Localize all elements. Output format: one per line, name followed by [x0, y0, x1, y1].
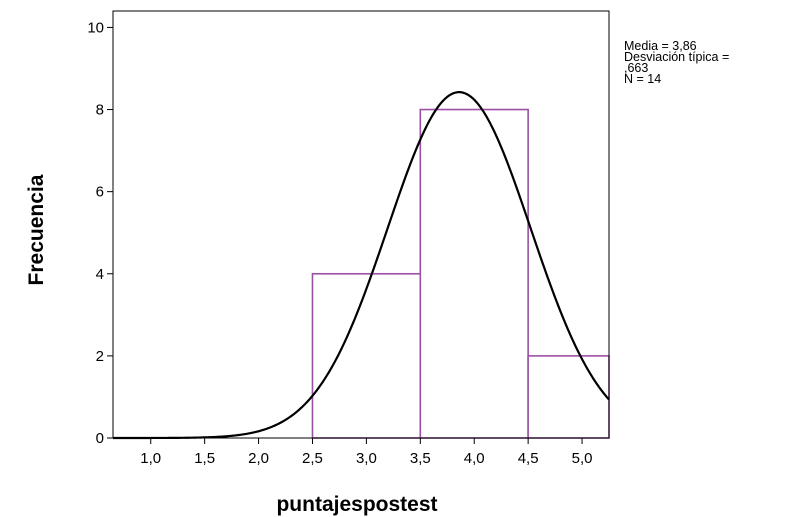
histogram-bar-1	[419, 108, 529, 439]
x-tick-label-7: 4,5	[518, 450, 539, 467]
x-tick-label-1: 1,5	[194, 450, 215, 467]
statistics-legend: Media = 3,86 Desviación típica = ,663 N …	[624, 39, 730, 86]
x-tick-label-6: 4,0	[464, 450, 485, 467]
histogram-bar-0	[311, 272, 422, 439]
y-tick-label-4: 8	[96, 102, 104, 119]
y-tick-label-2: 4	[96, 266, 104, 283]
x-tick-label-3: 2,5	[302, 450, 323, 467]
x-tick-label-0: 1,0	[140, 450, 161, 467]
x-tick-label-8: 5,0	[572, 450, 593, 467]
x-tick-label-5: 3,5	[410, 450, 431, 467]
stat-sd-value: ,663	[624, 61, 649, 75]
y-tick-label-5: 10	[87, 19, 104, 36]
histogram-bars	[311, 108, 610, 439]
y-tick-label-3: 6	[96, 184, 104, 201]
x-axis: 1,0 1,5 2,0 2,5 3,0 3,5 4,0 4,5 5,0	[140, 438, 592, 467]
histogram-bar-2	[527, 355, 610, 439]
y-axis-title: Frecuencia	[25, 174, 48, 285]
y-tick-label-0: 0	[96, 430, 104, 447]
stat-sd-label: Desviación típica =	[624, 50, 730, 64]
y-axis: 0 2 4 6 8 10	[87, 19, 113, 447]
plot-frame	[112, 10, 610, 439]
x-axis-title: puntajespostest	[276, 493, 437, 516]
stat-n: N = 14	[624, 72, 662, 86]
x-tick-label-4: 3,0	[356, 450, 377, 467]
x-tick-label-2: 2,0	[248, 450, 269, 467]
y-tick-label-1: 2	[96, 348, 104, 365]
stat-mean: Media = 3,86	[624, 39, 697, 53]
